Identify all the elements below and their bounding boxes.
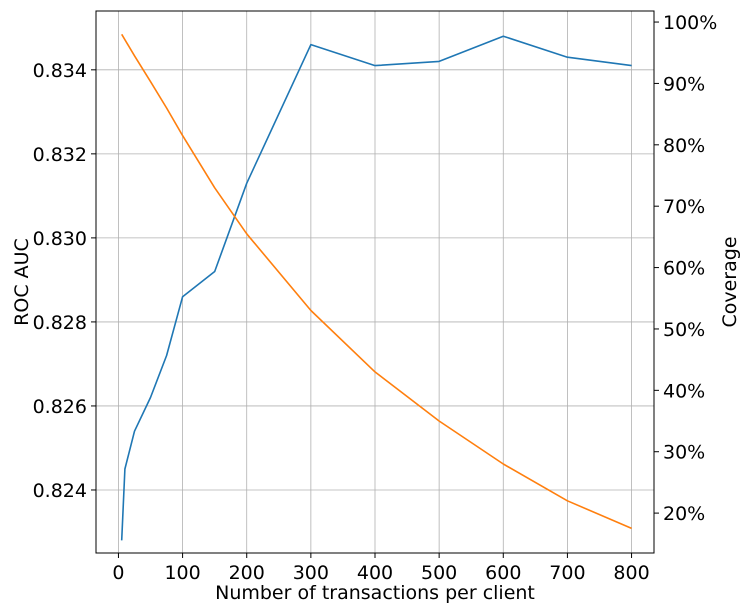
y-right-tick-label: 100% [663, 12, 717, 34]
x-tick-label: 300 [293, 562, 329, 584]
y-axis-left-title: ROC AUC [11, 238, 33, 326]
y-left-tick-label: 0.826 [33, 396, 87, 418]
x-tick-label: 800 [613, 562, 649, 584]
y-right-tick-label: 30% [663, 442, 705, 464]
x-tick-label: 100 [164, 562, 200, 584]
y-axis-right-title: Coverage [719, 236, 741, 327]
y-right-tick-label: 60% [663, 258, 705, 280]
y-right-tick-label: 50% [663, 319, 705, 341]
y-right-tick-label: 70% [663, 196, 705, 218]
roc-auc-series-line [120, 35, 632, 541]
x-tick-label: 400 [357, 562, 393, 584]
x-tick-label: 600 [485, 562, 521, 584]
y-left-tick-label: 0.828 [33, 312, 87, 334]
x-axis: 0 100 200 300 400 500 600 700 800 [112, 553, 650, 584]
y-left-tick-label: 0.830 [33, 228, 87, 250]
y-axis-right: 20% 30% 40% 50% 60% 70% 80% 90% 100% [654, 12, 717, 525]
y-right-tick-label: 80% [663, 135, 705, 157]
x-tick-label: 0 [112, 562, 124, 584]
coverage-series-line [121, 33, 632, 530]
y-axis-left: 0.824 0.826 0.828 0.830 0.832 0.834 [33, 60, 96, 502]
grid [96, 11, 654, 553]
y-right-tick-label: 90% [663, 73, 705, 95]
y-right-tick-label: 40% [663, 380, 705, 402]
x-tick-label: 200 [229, 562, 265, 584]
x-axis-title: Number of transactions per client [215, 582, 535, 604]
y-left-tick-label: 0.832 [33, 144, 87, 166]
series-layer [120, 33, 632, 541]
x-tick-label: 500 [421, 562, 457, 584]
y-left-tick-label: 0.834 [33, 60, 87, 82]
y-left-tick-label: 0.824 [33, 480, 87, 502]
x-tick-label: 700 [549, 562, 585, 584]
y-right-tick-label: 20% [663, 503, 705, 525]
